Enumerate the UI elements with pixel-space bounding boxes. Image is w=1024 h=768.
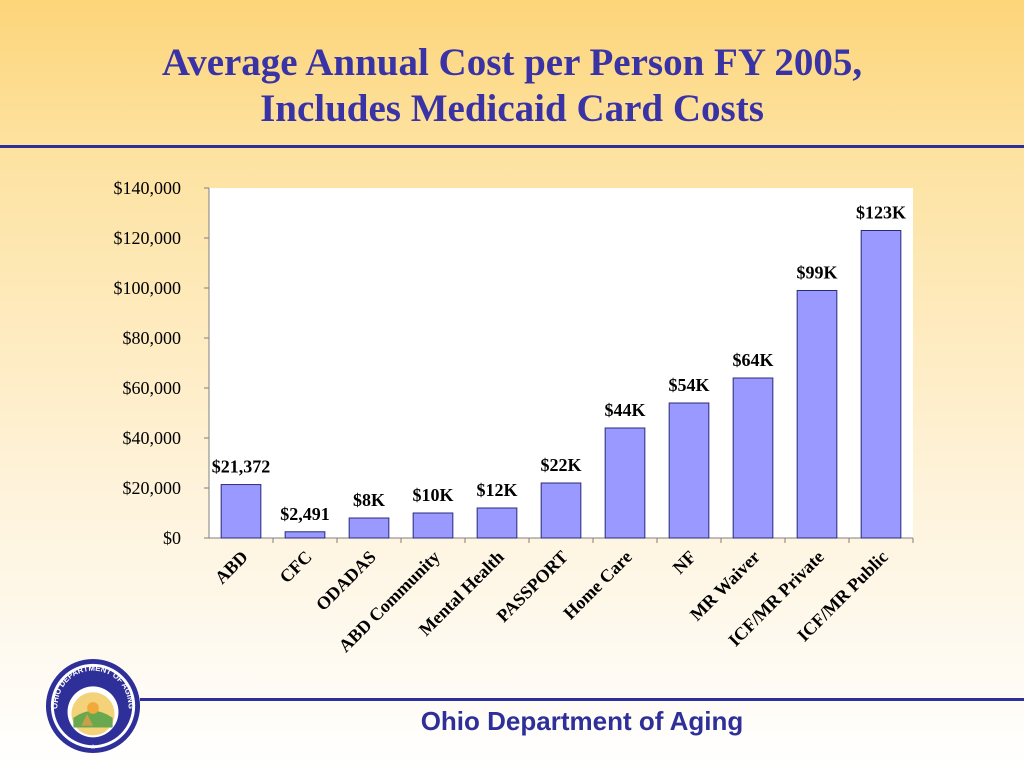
- svg-text:★: ★: [90, 743, 96, 751]
- y-tick-label: $80,000: [123, 328, 182, 348]
- bar: [796, 290, 838, 539]
- bar: [220, 484, 262, 539]
- data-label: $21,372: [212, 457, 271, 477]
- x-tick-label: ODADAS: [312, 547, 380, 615]
- x-tick-label: CFC: [276, 547, 316, 587]
- plot-area: [209, 188, 913, 538]
- data-label: $64K: [732, 350, 773, 370]
- y-tick-label: $60,000: [123, 378, 182, 398]
- bar: [476, 507, 518, 539]
- bar: [604, 427, 646, 539]
- bar: [348, 517, 390, 539]
- data-label: $8K: [353, 490, 385, 510]
- y-tick-label: $140,000: [114, 178, 182, 198]
- data-label: $2,491: [280, 504, 330, 524]
- y-tick-label: $100,000: [114, 278, 182, 298]
- x-tick-label: ABD: [211, 547, 252, 588]
- y-tick-label: $0: [163, 528, 181, 548]
- data-label: $123K: [856, 203, 906, 223]
- title-line-2: Includes Medicaid Card Costs: [260, 87, 764, 130]
- data-label: $54K: [668, 375, 709, 395]
- bar: [540, 482, 582, 539]
- y-tick-label: $40,000: [123, 428, 182, 448]
- y-tick-label: $120,000: [114, 228, 182, 248]
- data-label: $99K: [796, 263, 837, 283]
- bars: $21,372 $2,491 $8K $10K $12K $22K $44K $54K $64K…: [212, 203, 906, 539]
- data-label: $10K: [412, 485, 453, 505]
- bar: [860, 230, 902, 539]
- ohio-aging-seal-logo: OHIO DEPARTMENT OF AGING ★: [45, 658, 141, 754]
- title-line-1: Average Annual Cost per Person FY 2005,: [161, 41, 863, 84]
- title-divider: [0, 145, 1024, 148]
- data-label: $44K: [604, 400, 645, 420]
- data-label: $22K: [540, 455, 581, 475]
- bar: [412, 512, 454, 539]
- slide-title: Average Annual Cost per Person FY 2005, …: [0, 40, 1024, 132]
- bar-chart: $0 $20,000 $40,000 $60,000 $80,000 $100,000 $1…: [114, 178, 914, 656]
- bar: [284, 531, 326, 539]
- x-tick-label: Home Care: [559, 547, 635, 623]
- y-tick-label: $20,000: [123, 478, 182, 498]
- footer-label: Ohio Department of Aging: [420, 706, 744, 736]
- x-tick-label: NF: [669, 547, 700, 578]
- bar: [732, 377, 774, 539]
- data-label: $12K: [476, 480, 517, 500]
- bar: [668, 402, 710, 539]
- footer-divider: [140, 698, 1024, 701]
